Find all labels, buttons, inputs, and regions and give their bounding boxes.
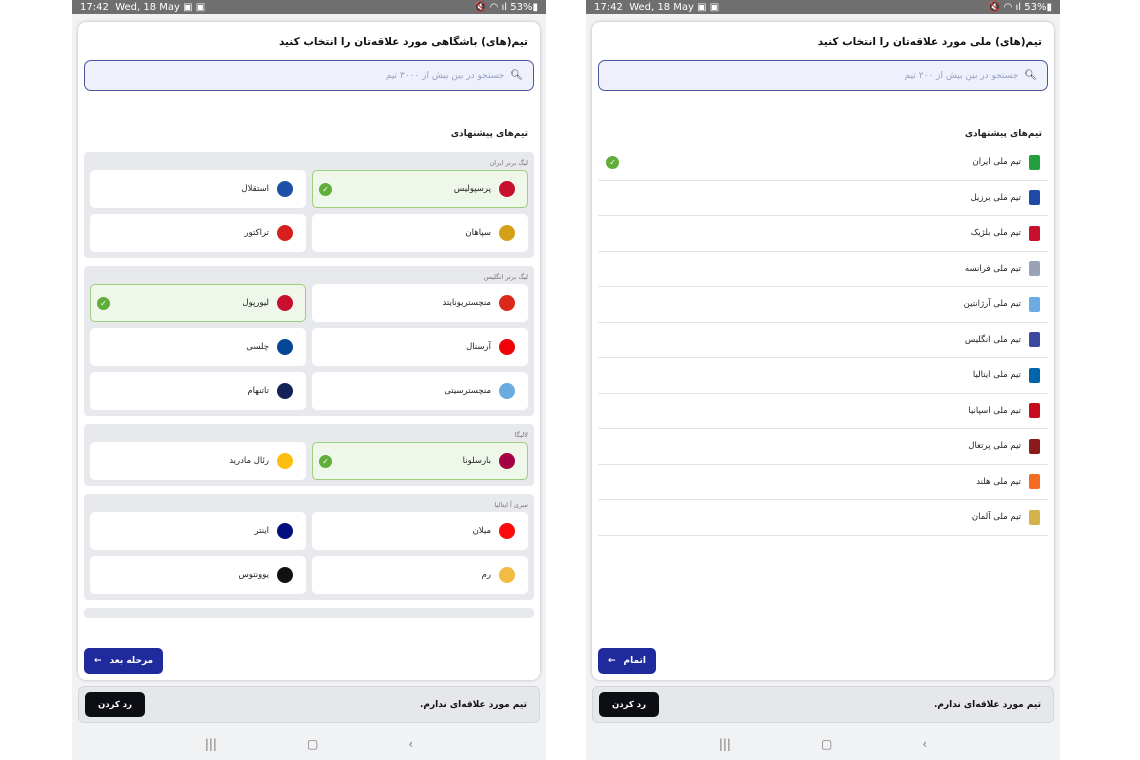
recents-icon[interactable]: ||| bbox=[718, 737, 731, 751]
no-team-bar: تیم مورد علاقه‌ای ندارم. رد کردن bbox=[78, 686, 540, 723]
search-icon: 🔍︎ bbox=[510, 70, 523, 81]
check-icon: ✓ bbox=[97, 297, 110, 310]
reject-button[interactable]: رد کردن bbox=[85, 692, 145, 717]
search-icon: 🔍︎ bbox=[1024, 70, 1037, 81]
league-name: لیگ برتر ایران bbox=[489, 159, 528, 167]
team-crest-icon bbox=[1029, 403, 1040, 419]
league-group bbox=[84, 608, 534, 618]
back-icon[interactable]: ‹ bbox=[408, 737, 414, 751]
team-crest-icon bbox=[1029, 261, 1040, 277]
team-logo-icon bbox=[277, 567, 293, 583]
national-team-row[interactable]: تیم ملی ایران ✓ bbox=[598, 145, 1048, 181]
check-icon: ✓ bbox=[319, 455, 332, 468]
page-title: تیم(های) باشگاهی مورد علاقه‌تان را انتخا… bbox=[278, 36, 528, 48]
team-option[interactable]: رئال مادرید bbox=[90, 442, 306, 480]
national-team-row[interactable]: تیم ملی فرانسه bbox=[598, 252, 1048, 287]
team-logo-icon bbox=[277, 339, 293, 355]
no-team-bar: تیم مورد علاقه‌ای ندارم. رد کردن bbox=[592, 686, 1054, 723]
national-team-row[interactable]: تیم ملی بلژیک bbox=[598, 216, 1048, 252]
league-group: سری آ ایتالیا میلان اینتر رم یوونتوس bbox=[84, 494, 534, 600]
team-logo-icon bbox=[277, 295, 293, 311]
team-logo-icon bbox=[499, 567, 515, 583]
team-option[interactable]: تراکتور bbox=[90, 214, 306, 252]
team-crest-icon bbox=[1029, 438, 1040, 454]
team-option[interactable]: اینتر bbox=[90, 512, 306, 550]
reject-button[interactable]: رد کردن bbox=[599, 692, 659, 717]
team-crest-icon bbox=[1029, 296, 1040, 312]
team-option[interactable]: آرسنال bbox=[312, 328, 528, 366]
arrow-left-icon: ← bbox=[608, 656, 616, 666]
national-team-row[interactable]: تیم ملی اسپانیا bbox=[598, 394, 1048, 429]
team-logo-icon bbox=[277, 225, 293, 241]
league-groups: لیگ برتر ایران پرسپولیس ✓ استقلال سپاهان تراک… bbox=[84, 152, 534, 626]
finish-button[interactable]: اتمام ← bbox=[598, 648, 657, 674]
team-option[interactable]: پرسپولیس ✓ bbox=[312, 170, 528, 208]
team-option[interactable]: استقلال bbox=[90, 170, 306, 208]
back-icon[interactable]: ‹ bbox=[922, 737, 928, 751]
team-logo-icon bbox=[499, 523, 515, 539]
team-option[interactable]: سپاهان bbox=[312, 214, 528, 252]
system-nav-bar: ||| ▢ ‹ bbox=[72, 728, 546, 760]
club-selection-card: تیم(های) باشگاهی مورد علاقه‌تان را انتخا… bbox=[78, 22, 540, 680]
team-logo-icon bbox=[499, 225, 515, 241]
team-option[interactable]: منچسترسیتی bbox=[312, 372, 528, 410]
next-step-button[interactable]: مرحله بعد ← bbox=[84, 648, 164, 674]
national-team-row[interactable]: تیم ملی انگلیس bbox=[598, 323, 1048, 358]
search-input[interactable]: 🔍︎ جستجو در بین بیش از ۳۰۰۰ تیم bbox=[84, 60, 534, 91]
league-group: لیگ برتر انگلیس منچستریونایتد لیورپول ✓ آرسن… bbox=[84, 266, 534, 416]
suggested-heading: تیم‌های پیشنهادی bbox=[450, 129, 528, 139]
check-icon: ✓ bbox=[319, 183, 332, 196]
team-logo-icon bbox=[277, 523, 293, 539]
home-icon[interactable]: ▢ bbox=[820, 737, 833, 751]
team-logo-icon bbox=[499, 453, 515, 469]
team-option[interactable]: منچستریونایتد bbox=[312, 284, 528, 322]
team-logo-icon bbox=[277, 383, 293, 399]
team-option[interactable]: یوونتوس bbox=[90, 556, 306, 594]
national-team-row[interactable]: تیم ملی پرتغال bbox=[598, 429, 1048, 465]
team-logo-icon bbox=[277, 453, 293, 469]
team-crest-icon bbox=[1029, 332, 1040, 348]
team-logo-icon bbox=[499, 295, 515, 311]
system-nav-bar: ||| ▢ ‹ bbox=[586, 728, 1060, 760]
league-group: لالیگا بارسلونا ✓ رئال مادرید bbox=[84, 424, 534, 486]
team-crest-icon bbox=[1029, 154, 1040, 170]
team-option[interactable]: تاتنهام bbox=[90, 372, 306, 410]
team-logo-icon bbox=[277, 181, 293, 197]
team-option[interactable]: میلان bbox=[312, 512, 528, 550]
team-crest-icon bbox=[1029, 190, 1040, 206]
national-team-row[interactable]: تیم ملی ایتالیا bbox=[598, 358, 1048, 394]
national-selection-card: تیم(های) ملی مورد علاقه‌تان را انتخاب کن… bbox=[592, 22, 1054, 680]
team-crest-icon bbox=[1029, 225, 1040, 241]
league-name: سری آ ایتالیا bbox=[494, 501, 528, 509]
national-team-row[interactable]: تیم ملی آرژانتین bbox=[598, 287, 1048, 323]
team-crest-icon bbox=[1029, 509, 1040, 525]
suggested-heading: تیم‌های پیشنهادی bbox=[964, 129, 1042, 139]
arrow-left-icon: ← bbox=[94, 656, 102, 666]
national-team-row[interactable]: تیم ملی آلمان bbox=[598, 500, 1048, 536]
national-team-list: تیم ملی ایران ✓ تیم ملی برزیل تیم ملی بلژیک… bbox=[598, 145, 1048, 536]
national-screen: 17:42 Wed, 18 May ▣ ▣ 🔇 ◠ ıl 53%▮ تیم(های… bbox=[586, 0, 1060, 760]
national-team-row[interactable]: تیم ملی هلند bbox=[598, 465, 1048, 500]
check-icon: ✓ bbox=[606, 156, 619, 169]
page-title: تیم(های) ملی مورد علاقه‌تان را انتخاب کن… bbox=[817, 36, 1042, 48]
team-option[interactable]: رم bbox=[312, 556, 528, 594]
team-option[interactable]: لیورپول ✓ bbox=[90, 284, 306, 322]
team-option[interactable]: چلسی bbox=[90, 328, 306, 366]
status-bar: 17:42 Wed, 18 May ▣ ▣ 🔇 ◠ ıl 53%▮ bbox=[586, 0, 1060, 14]
league-name: لالیگا bbox=[514, 431, 528, 439]
team-option[interactable]: بارسلونا ✓ bbox=[312, 442, 528, 480]
national-team-row[interactable]: تیم ملی برزیل bbox=[598, 181, 1048, 216]
team-logo-icon bbox=[499, 181, 515, 197]
team-logo-icon bbox=[499, 339, 515, 355]
team-crest-icon bbox=[1029, 474, 1040, 490]
team-crest-icon bbox=[1029, 367, 1040, 383]
league-name: لیگ برتر انگلیس bbox=[483, 273, 528, 281]
league-group: لیگ برتر ایران پرسپولیس ✓ استقلال سپاهان تراک… bbox=[84, 152, 534, 258]
home-icon[interactable]: ▢ bbox=[306, 737, 319, 751]
team-logo-icon bbox=[499, 383, 515, 399]
recents-icon[interactable]: ||| bbox=[204, 737, 217, 751]
search-input[interactable]: 🔍︎ جستجو در بین بیش از ۲۰۰ تیم bbox=[598, 60, 1048, 91]
clubs-screen: 17:42 Wed, 18 May ▣ ▣ 🔇 ◠ ıl 53%▮ تیم(های… bbox=[72, 0, 546, 760]
status-bar: 17:42 Wed, 18 May ▣ ▣ 🔇 ◠ ıl 53%▮ bbox=[72, 0, 546, 14]
